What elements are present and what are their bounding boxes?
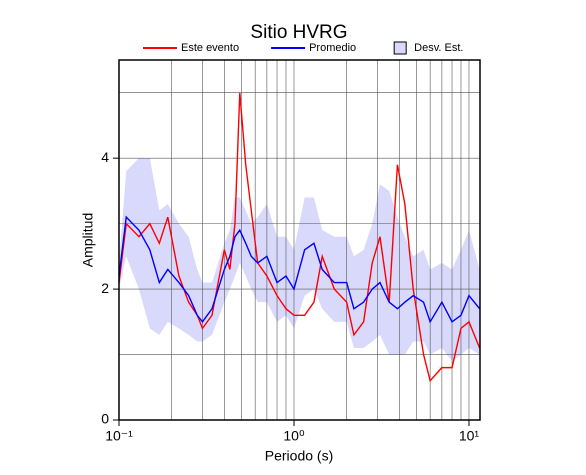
x-tick-label: 10⁻¹	[105, 428, 133, 444]
std-band	[119, 158, 480, 362]
legend-label: Este evento	[181, 42, 239, 54]
chart-title: Sitio HVRG	[250, 22, 347, 43]
x-axis-label: Periodo (s)	[265, 448, 333, 464]
legend-swatch	[393, 41, 407, 55]
x-tick-label: 10¹	[459, 428, 480, 444]
y-tick-label: 0	[101, 411, 109, 427]
series-line	[118, 92, 481, 383]
plot-frame	[118, 59, 481, 421]
y-tick-label: 2	[101, 280, 109, 296]
y-tick-label: 4	[101, 149, 109, 165]
y-axis-label: Amplitud	[80, 213, 96, 267]
series-line	[118, 215, 481, 324]
x-tick-label: 10⁰	[283, 428, 305, 444]
legend-label: Promedio	[309, 42, 356, 54]
legend-label: Desv. Est.	[414, 42, 463, 54]
